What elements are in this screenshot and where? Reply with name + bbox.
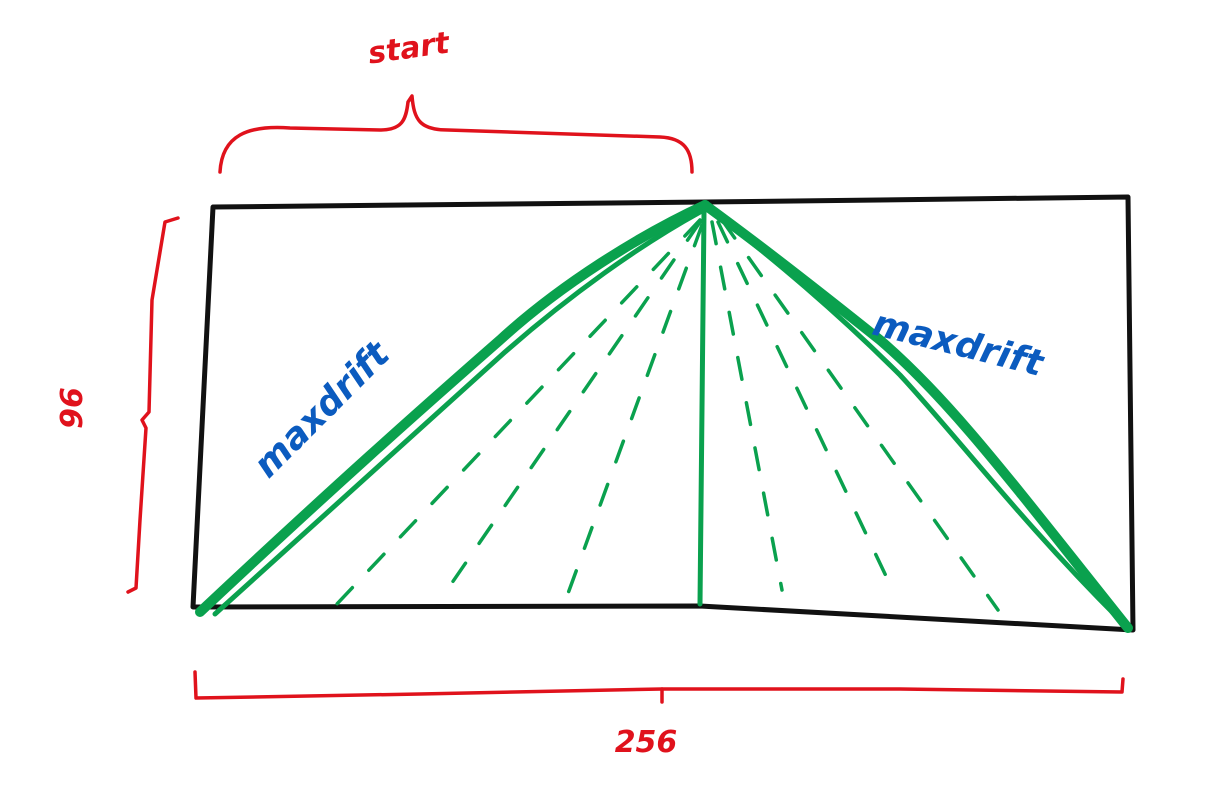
start-label: start [366,25,453,71]
height-label: 96 [55,387,90,429]
dashed-drift-lines-left [333,218,704,612]
height-bracket [126,216,180,594]
width-label: 256 [615,725,678,760]
dashed-line-right-3 [720,218,1000,612]
center-drift-line [697,209,707,607]
width-bracket [193,670,1125,700]
start-bracket [218,94,694,174]
max-drift-right-line [700,200,1133,633]
max-drift-left-line-edge [212,209,703,617]
max-drift-right-line-edge [709,209,1123,623]
dashed-line-right-1 [710,220,784,592]
dashed-line-left-2 [443,220,702,595]
dashed-line-left-3 [560,223,704,612]
max-drift-left-line [195,200,710,617]
dashed-line-left-1 [333,218,702,608]
max-drift-left-label: maxdrift [246,333,399,486]
dashed-drift-lines-right [710,218,1000,612]
dashed-line-right-2 [716,220,897,597]
